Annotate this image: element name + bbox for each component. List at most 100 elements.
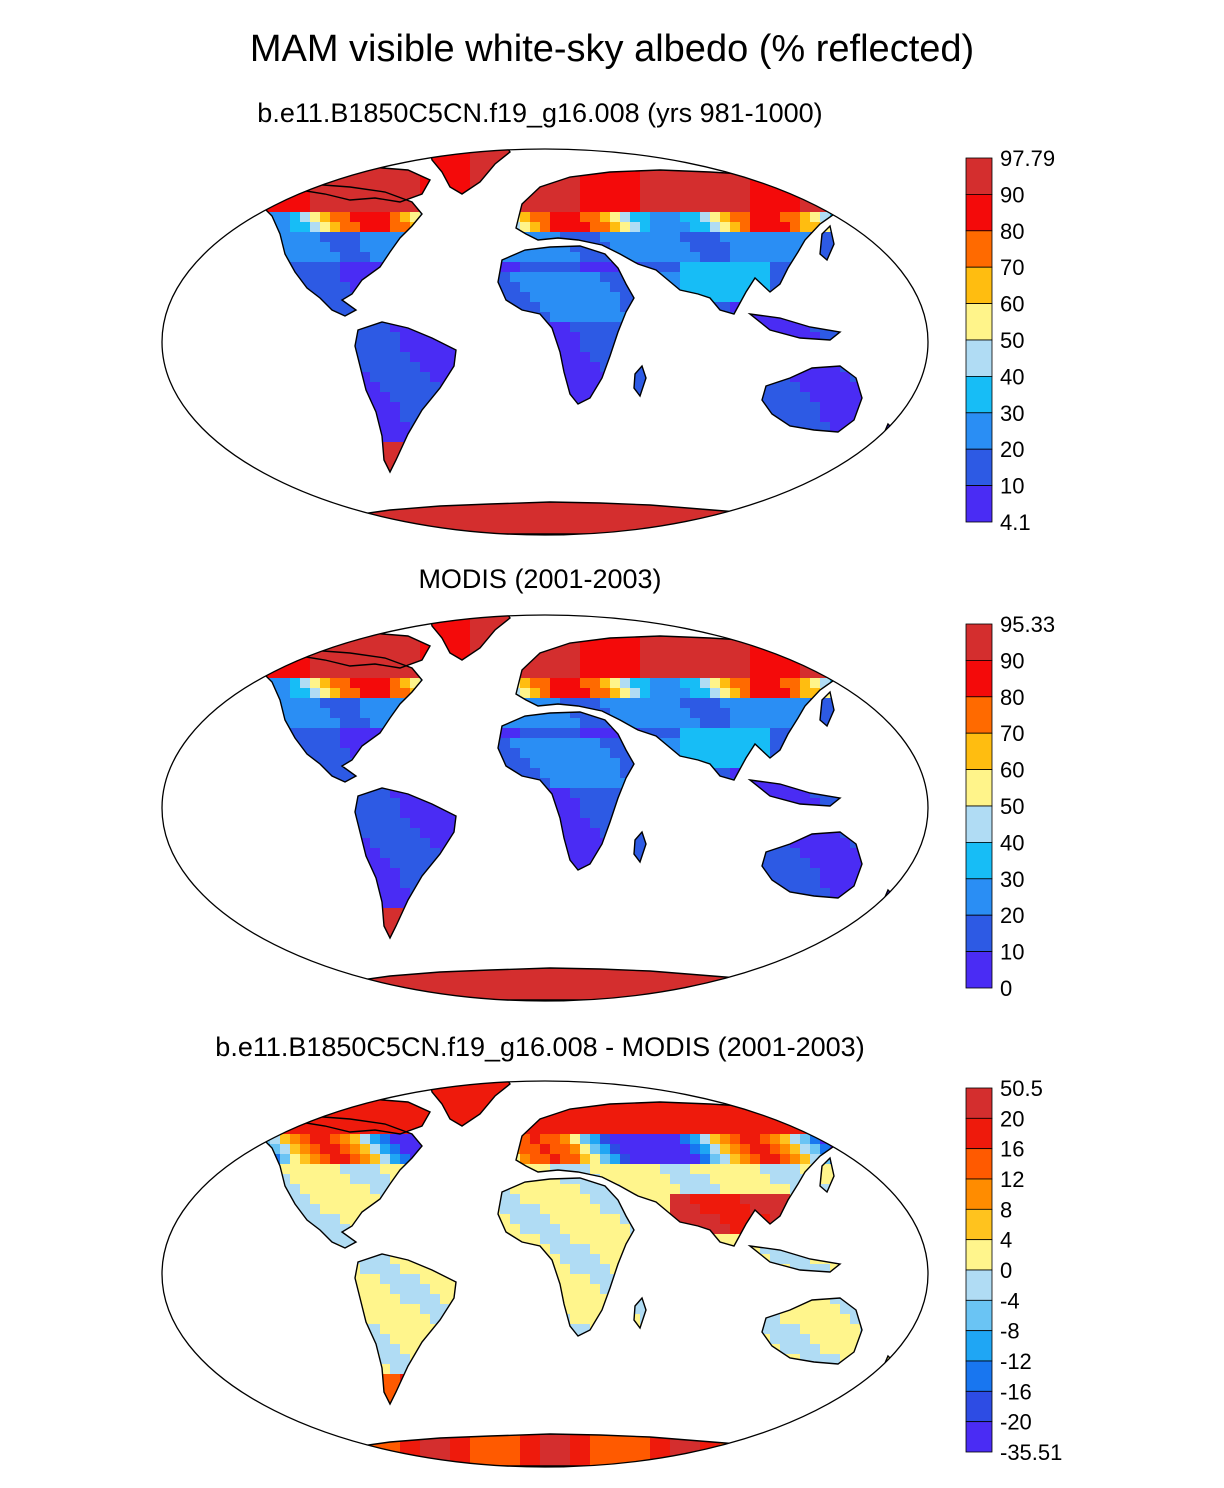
colorbar-box [965, 194, 993, 232]
colorbar-label: -8 [1000, 1319, 1020, 1344]
colorbar-box [965, 1299, 993, 1332]
colorbar-box [965, 1360, 993, 1392]
colorbar-label: 4.1 [1000, 510, 1031, 535]
colorbar-box [965, 266, 993, 304]
colorbar-box [965, 339, 993, 377]
madagascar-coastline [633, 364, 647, 398]
colorbar-box [965, 485, 993, 523]
samerica-coastline [354, 321, 457, 474]
colorbar-label: 50.5 [1000, 1080, 1043, 1101]
japan-coastline [819, 690, 835, 728]
colorbar-label: 70 [1000, 721, 1024, 746]
colorbar-box [965, 914, 993, 953]
colorbar-box [965, 951, 993, 989]
colorbar-box [965, 303, 993, 341]
colorbar-box [965, 805, 993, 843]
colorbar-label: 16 [1000, 1137, 1024, 1162]
colorbar-label: 10 [1000, 474, 1024, 499]
panel-2-title: MODIS (2001-2003) [418, 564, 662, 594]
panel-2-map [161, 614, 929, 1002]
panel-3-map [161, 1080, 929, 1468]
indonesia-coastline [747, 312, 842, 341]
colorbar-box [965, 660, 993, 698]
indonesia-coastline [747, 1244, 842, 1273]
colorbar-box [965, 1421, 993, 1453]
panel-1-title: b.e11.B1850C5CN.f19_g16.008 (yrs 981-100… [257, 98, 823, 128]
colorbar-label: 90 [1000, 182, 1024, 207]
colorbar-boxes [965, 623, 993, 989]
colorbar-label: 90 [1000, 648, 1024, 673]
samerica-coastline [354, 1253, 457, 1406]
colorbar-box [965, 1239, 993, 1271]
map-border [161, 614, 929, 1002]
colorbar-box [965, 696, 993, 734]
colorbar-box [965, 157, 993, 195]
africa-coastline [497, 711, 635, 871]
africa-coastline [497, 245, 635, 405]
colorbar-box [965, 841, 993, 880]
map-border [161, 148, 929, 536]
greenland-coastline [429, 615, 511, 661]
greenland-coastline [429, 149, 511, 195]
colorbar-box [965, 878, 993, 916]
australia-coastline [761, 1297, 863, 1365]
colorbar-label: 4 [1000, 1228, 1012, 1253]
colorbar-label: 40 [1000, 830, 1024, 855]
colorbar-label: 10 [1000, 940, 1024, 965]
colorbar-boxes [965, 1087, 993, 1453]
africa-coastline [497, 1177, 635, 1337]
colorbar-label: 20 [1000, 903, 1024, 928]
colorbar-label: 0 [1000, 1258, 1012, 1283]
panel-1-colorbar: 97.79 90 80 70 60 50 40 30 20 10 4.1 [965, 150, 1055, 535]
colorbar-label: 30 [1000, 401, 1024, 426]
colorbar-box [965, 732, 993, 770]
panel-1-map [161, 148, 929, 536]
main-title: MAM visible white-sky albedo (% reflecte… [249, 28, 975, 70]
colorbar-box [965, 623, 993, 661]
colorbar-label: -12 [1000, 1349, 1032, 1374]
colorbar-label: -16 [1000, 1379, 1032, 1404]
namerica-coastline [240, 181, 423, 317]
colorbar-label: 12 [1000, 1167, 1024, 1192]
colorbar-label: 80 [1000, 685, 1024, 710]
colorbar-box [965, 375, 993, 414]
colorbar-label: 20 [1000, 437, 1024, 462]
panel-3-colorbar: 50.5 20 16 12 8 4 0 -4 -8 -12 -16 -20 -35.51 [965, 1080, 1062, 1465]
colorbar-label: 70 [1000, 255, 1024, 280]
colorbar-box [965, 1208, 993, 1241]
panel-3-title: b.e11.B1850C5CN.f19_g16.008 - MODIS (200… [215, 1032, 865, 1062]
colorbar-box [965, 230, 993, 268]
namerica-coastline [240, 647, 423, 783]
colorbar-label: 50 [1000, 328, 1024, 353]
colorbar-label: 8 [1000, 1197, 1012, 1222]
colorbar-box [965, 412, 993, 450]
colorbar-label: 20 [1000, 1106, 1024, 1131]
colorbar-box [965, 1178, 993, 1210]
colorbar-label: 30 [1000, 867, 1024, 892]
panel-2-colorbar: 95.33 90 80 70 60 50 40 30 20 10 0 [965, 616, 1055, 1001]
colorbar-box [965, 1330, 993, 1362]
colorbar-box [965, 448, 993, 487]
colorbar-boxes [965, 157, 993, 523]
japan-coastline [819, 1156, 835, 1194]
colorbar-label: 0 [1000, 976, 1012, 1001]
colorbar-label: 60 [1000, 292, 1024, 317]
colorbar-label: -35.51 [1000, 1440, 1062, 1465]
greenland-coastline [429, 1081, 511, 1127]
colorbar-box [965, 769, 993, 807]
indonesia-coastline [747, 778, 842, 807]
colorbar-box [965, 1148, 993, 1180]
madagascar-coastline [633, 1296, 647, 1330]
namerica-coastline [240, 1113, 423, 1249]
colorbar-label: -20 [1000, 1410, 1032, 1435]
colorbar-label: 50 [1000, 794, 1024, 819]
australia-coastline [761, 365, 863, 433]
colorbar-label: 97.79 [1000, 150, 1055, 171]
colorbar-label: 60 [1000, 758, 1024, 783]
samerica-coastline [354, 787, 457, 940]
map-border [161, 1080, 929, 1468]
australia-coastline [761, 831, 863, 899]
madagascar-coastline [633, 830, 647, 864]
colorbar-label: 80 [1000, 219, 1024, 244]
colorbar-box [965, 1087, 993, 1119]
